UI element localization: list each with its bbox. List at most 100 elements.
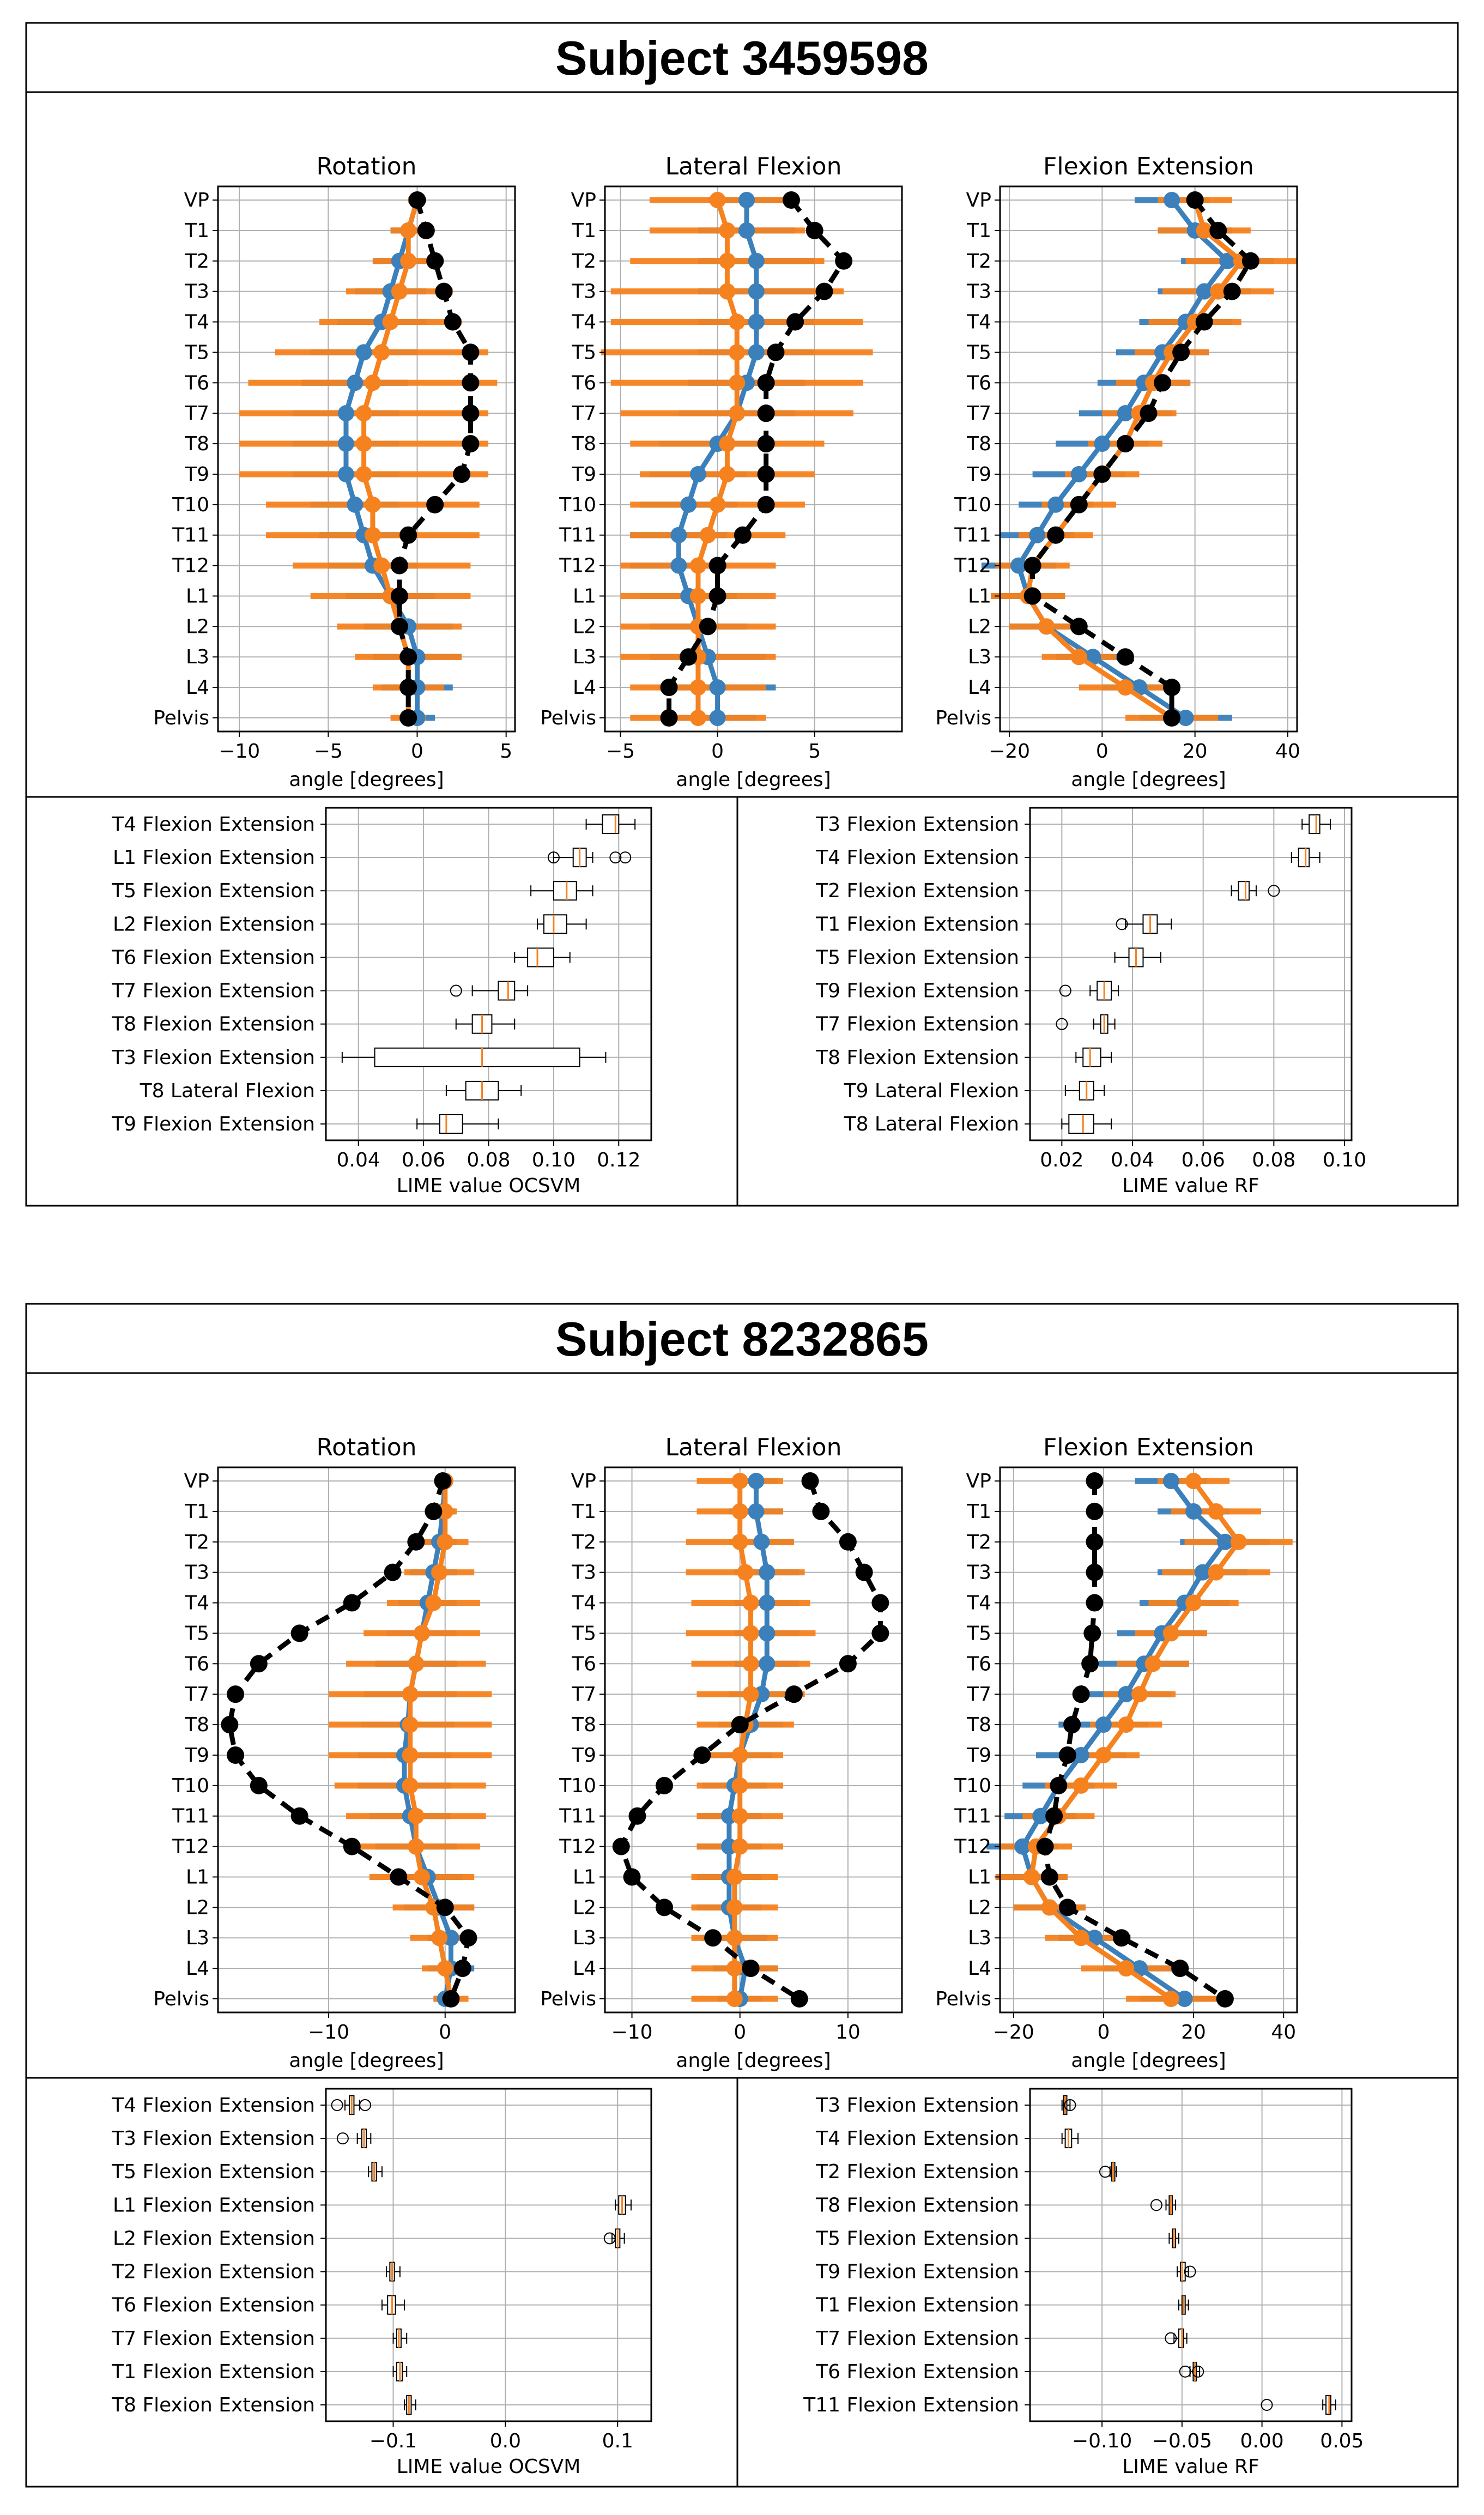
s1-profile2-ytick-label-10: T10 [954, 1775, 991, 1797]
s1-profile1-black-point-15 [704, 1929, 722, 1947]
s0-profile0-ytick-label-15: L3 [186, 646, 209, 668]
s0-profile2-black-point-13 [1023, 587, 1041, 605]
s1-profile2-ytick-label-3: T3 [966, 1562, 991, 1584]
s1-box0-xtick-label-0: −0.1 [370, 2430, 417, 2452]
s0-box1-ytick-label-4: T5 Flexion Extension [815, 946, 1019, 969]
s0-profile1-black-point-17 [660, 709, 678, 727]
s0-profile1-orange-point-16 [689, 679, 706, 696]
s1-profile2-black-point-17 [1216, 1990, 1234, 2008]
s1-profile2-title: Flexion Extension [1043, 1434, 1254, 1461]
s1-profile1-ytick-label-14: L2 [573, 1896, 596, 1919]
s0-profile1-ytick-label-3: T3 [571, 281, 596, 303]
s0-profile2-ytick-label-10: T10 [954, 494, 991, 516]
s0-box0-box-4 [527, 947, 554, 968]
s0-profile0-ytick-label-4: T4 [184, 311, 209, 334]
s0-profile0-xtick-label-2: 0 [411, 740, 423, 763]
s1-profile0-ytick-label-9: T9 [184, 1744, 209, 1767]
s1-box1-outlier-7-0 [1165, 2332, 1177, 2344]
s0-profile2-ytick-label-5: T5 [966, 341, 991, 364]
s0-box0-box-3 [543, 914, 567, 934]
s1-profile0-ytick-label-2: T2 [184, 1531, 209, 1553]
s1-box0-ytick-label-4: L2 Flexion Extension [113, 2227, 315, 2250]
s1-profile1-black-point-7 [785, 1685, 803, 1703]
s0-profile2-orange-point-16 [1117, 679, 1134, 696]
s0-profile2-ytick-label-7: T7 [966, 402, 991, 425]
s0-profile2-ytick-label-12: T12 [954, 555, 991, 577]
s1-profile0-ytick-label-1: T1 [184, 1501, 209, 1523]
s1-profile1-orange-point-3 [737, 1564, 754, 1581]
s1-profile0-orange-point-15 [431, 1930, 448, 1946]
s1-profile1-orange-point-14 [726, 1899, 743, 1916]
s1-profile0-black-point-15 [459, 1929, 477, 1947]
s0-profile1-black-point-11 [734, 526, 752, 544]
s0-profile2-xtick-label-1: 0 [1096, 740, 1109, 763]
s1-profile2-blue-point-1 [1185, 1503, 1202, 1520]
s0-box1-xtick-label-1: 0.04 [1111, 1149, 1154, 1171]
s0-profile2-black-point-16 [1163, 679, 1181, 697]
s1-profile1-ytick-label-13: L1 [573, 1866, 596, 1888]
s1-profile1-ytick-label-7: T7 [571, 1683, 596, 1706]
s0-profile0-black-point-11 [399, 526, 417, 544]
s1-profile2-black-point-4 [1086, 1594, 1104, 1612]
s0-profile0-black-point-13 [390, 587, 408, 605]
s1-profile0-blue-point-15 [443, 1930, 459, 1946]
s0-box1-xtick-label-4: 0.10 [1323, 1149, 1366, 1171]
s1-profile0-black-point-2 [407, 1533, 425, 1551]
s0-box1-frame [1029, 807, 1353, 1141]
s1-profile0-black-point-16 [453, 1960, 471, 1978]
s0-profile0-ytick-label-3: T3 [184, 281, 209, 303]
s1-profile2-orange-point-17 [1162, 1991, 1179, 2007]
s1-profile0-ytick-label-4: T4 [184, 1592, 209, 1615]
s0-box0-ytick-label-5: T7 Flexion Extension [111, 980, 315, 1002]
s1-profile2-orange-point-15 [1073, 1930, 1089, 1946]
s0-profile1-blue-point-2 [748, 252, 765, 269]
s1-box0-ytick-label-8: T1 Flexion Extension [111, 2361, 315, 2383]
s1-profile2-xtick-label-0: −20 [993, 2021, 1034, 2044]
s0-profile2-blue-point-2 [1219, 252, 1236, 269]
s0-profile0-orange-line [361, 199, 420, 718]
s0-profile1-orange-point-5 [729, 344, 746, 361]
s1-profile2-orange-point-14 [1041, 1899, 1058, 1916]
s1-profile0-black-line [227, 1480, 471, 2000]
s0-profile2-ytick-label-8: T8 [966, 433, 991, 455]
s0-profile2-black-point-2 [1241, 252, 1259, 270]
s0-profile0-black-point-3 [435, 282, 453, 300]
s0-profile1-orange-point-9 [719, 465, 736, 482]
s0-profile1-blue-point-5 [748, 344, 765, 361]
s1-profile2-orange-point-9 [1095, 1746, 1112, 1763]
s1-profile2-blue-point-12 [1014, 1838, 1031, 1855]
s1-profile2-ytick-label-5: T5 [966, 1622, 991, 1645]
s1-profile1-orange-point-7 [742, 1686, 759, 1703]
s0-profile2-blue-line [1016, 198, 1231, 720]
s0-profile2-ytick-label-15: L3 [968, 646, 991, 668]
s1-profile0-orange-point-9 [402, 1746, 419, 1763]
s0-profile0-ytick-label-12: T12 [172, 555, 209, 577]
s1-profile0-orange-point-4 [425, 1594, 442, 1611]
s1-box0-outlier-4-0 [603, 2232, 616, 2245]
s0-profile2-ytick-label-6: T6 [966, 372, 991, 394]
s1-profile1-ytick-label-16: L4 [573, 1957, 596, 1980]
s0-profile1-orange-point-13 [689, 588, 706, 604]
s0-profile0-ytick-label-0: VP [184, 189, 209, 211]
s0-profile0-xtick-label-1: −5 [314, 740, 343, 763]
s0-profile1-blue-point-4 [748, 313, 765, 330]
s1-box1-outlier-9-0 [1261, 2399, 1273, 2411]
s1-subject-title: Subject 8232865 [555, 1312, 929, 1366]
s1-panel-border [25, 1303, 1459, 2488]
s0-profile0-ytick-label-9: T9 [184, 463, 209, 486]
s0-box1-xlabel: LIME value RF [1122, 1175, 1259, 1197]
s0-profile2-ytick-label-3: T3 [966, 281, 991, 303]
s1-profile2-black-point-16 [1171, 1960, 1189, 1978]
s1-box1-xtick-label-1: −0.05 [1152, 2430, 1212, 2452]
s1-profile2-ytick-label-1: T1 [966, 1501, 991, 1523]
s0-profile1-black-point-4 [786, 313, 804, 331]
s0-profile0-orange-point-1 [400, 222, 417, 239]
s1-profile0-ytick-label-6: T6 [184, 1653, 209, 1675]
s0-profile2-ytick-label-1: T1 [966, 220, 991, 242]
s1-box0-outlier-0-0 [331, 2099, 343, 2111]
s1-box0-ytick-label-2: T5 Flexion Extension [111, 2161, 315, 2183]
s0-profile0-xlabel: angle [degrees] [289, 769, 444, 791]
s1-profile1-orange-point-6 [742, 1655, 759, 1672]
s1-profile1-xlabel: angle [degrees] [676, 2050, 831, 2072]
s1-profile1-orange-point-16 [726, 1960, 743, 1977]
